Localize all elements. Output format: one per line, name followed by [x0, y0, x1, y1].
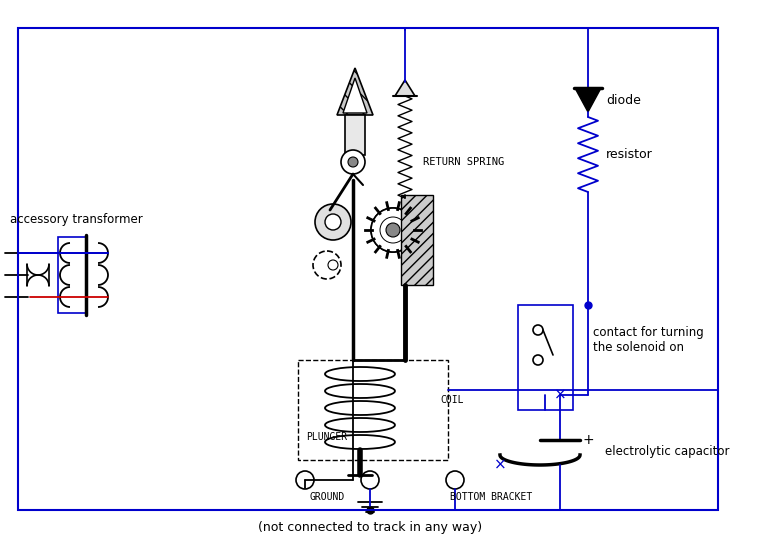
Text: (not connected to track in any way): (not connected to track in any way): [258, 521, 482, 535]
Circle shape: [371, 208, 415, 252]
Text: contact for turning
the solenoid on: contact for turning the solenoid on: [593, 326, 704, 354]
Text: accessory transformer: accessory transformer: [10, 213, 143, 226]
Text: GROUND: GROUND: [310, 492, 345, 502]
Text: +: +: [582, 433, 594, 447]
Circle shape: [386, 223, 400, 237]
Polygon shape: [575, 88, 601, 112]
Text: COIL: COIL: [440, 395, 464, 405]
Circle shape: [386, 223, 400, 237]
Text: RETURN SPRING: RETURN SPRING: [423, 157, 504, 167]
Text: diode: diode: [606, 93, 640, 107]
Circle shape: [325, 214, 341, 230]
Polygon shape: [343, 78, 367, 113]
Polygon shape: [337, 68, 373, 115]
Circle shape: [296, 471, 314, 489]
Bar: [518, 305, 573, 410]
Text: ×: ×: [493, 457, 507, 472]
Circle shape: [533, 355, 543, 365]
Circle shape: [533, 325, 543, 335]
Circle shape: [341, 150, 365, 174]
Circle shape: [361, 471, 379, 489]
Bar: [58, 237, 86, 313]
Circle shape: [371, 208, 415, 252]
Bar: [345, 115, 365, 155]
Circle shape: [313, 251, 341, 279]
Text: ×: ×: [554, 388, 566, 403]
Text: electrolytic capacitor: electrolytic capacitor: [605, 446, 730, 458]
Circle shape: [446, 471, 464, 489]
Text: resistor: resistor: [606, 148, 653, 160]
Bar: [298, 360, 448, 460]
Bar: [401, 195, 433, 285]
Text: BOTTOM BRACKET: BOTTOM BRACKET: [450, 492, 532, 502]
Polygon shape: [395, 80, 415, 96]
Bar: [18, 28, 718, 510]
Circle shape: [315, 204, 351, 240]
Circle shape: [348, 157, 358, 167]
Text: PLUNGER: PLUNGER: [306, 432, 347, 442]
